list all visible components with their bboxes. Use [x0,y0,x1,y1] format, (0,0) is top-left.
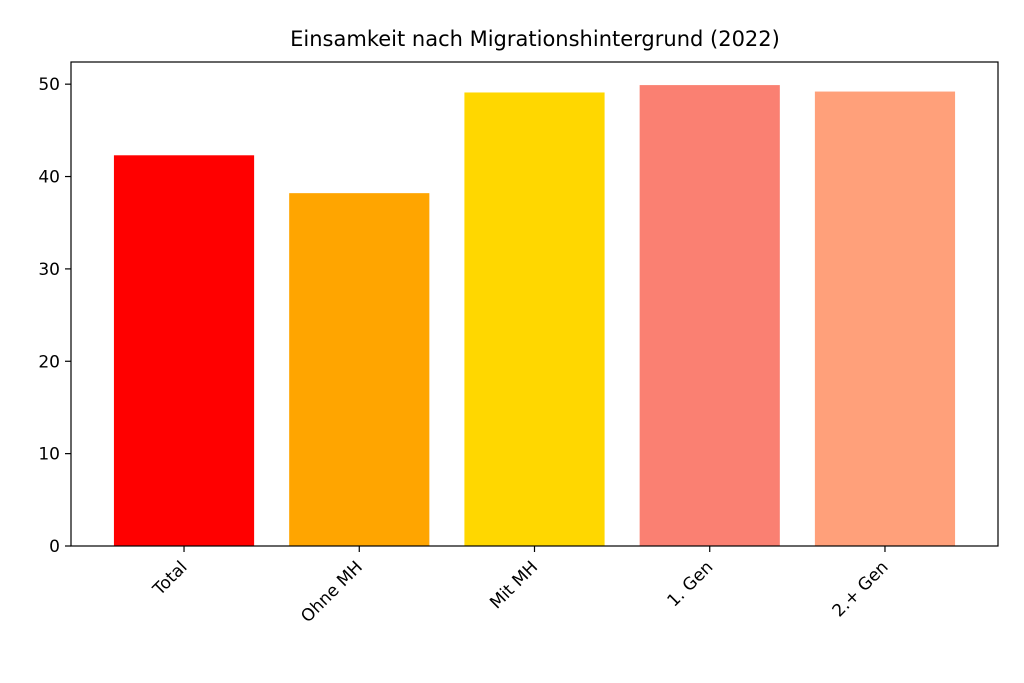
y-tick-label: 40 [38,168,60,188]
bar [113,155,255,546]
y-tick-label: 10 [38,445,60,465]
chart-title: Einsamkeit nach Migrationshintergrund (2… [290,27,780,51]
y-tick-label: 50 [38,75,60,95]
bar [464,92,605,546]
y-tick-label: 0 [49,537,60,557]
x-tick-label: 1. Gen [664,557,718,611]
bar [814,91,956,546]
bar [639,85,780,546]
x-tick-label: Total [149,557,192,600]
plot-frame [70,61,999,547]
bar [289,193,430,546]
y-tick-label: 20 [38,352,60,372]
x-tick-label: Ohne MH [297,557,366,626]
x-tick-label: Mit MH [486,557,542,613]
y-tick-label: 30 [38,260,60,280]
x-tick-label: 2.+ Gen [829,557,893,621]
